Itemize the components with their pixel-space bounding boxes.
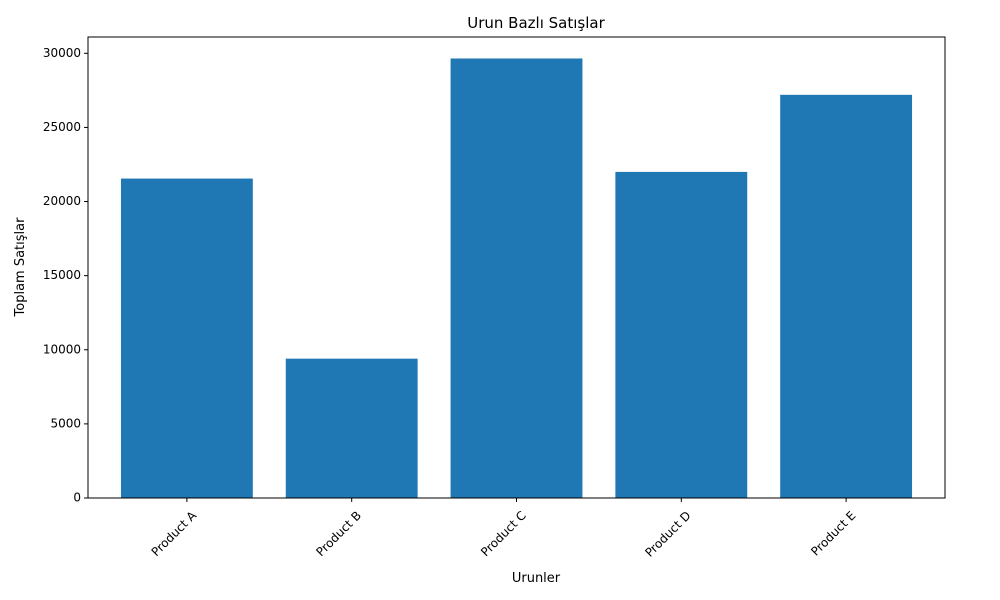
plot-frame: [87, 36, 946, 499]
bar-product-c: [450, 58, 583, 499]
bars-layer: [120, 58, 913, 499]
y-tick-label: 0: [73, 491, 81, 505]
y-tick-label: 10000: [43, 342, 81, 356]
x-tick-label: Product B: [313, 508, 364, 559]
chart-title: Urun Bazlı Satışlar: [467, 14, 605, 32]
x-axis: Product A Product B Product C Product D Prod…: [149, 498, 858, 560]
bar-product-a: [120, 178, 253, 498]
y-tick-label: 30000: [43, 46, 81, 60]
bar-product-b: [285, 358, 418, 498]
x-tick-label: Product C: [478, 508, 529, 559]
x-tick-label: Product E: [808, 508, 858, 558]
bar-product-e: [780, 94, 913, 498]
y-tick-label: 5000: [50, 416, 81, 430]
y-tick-label: 25000: [43, 120, 81, 134]
x-tick-label: Product A: [149, 508, 200, 559]
x-axis-title: Urunler: [512, 571, 561, 586]
x-tick-label: Product D: [642, 508, 693, 559]
y-axis-title: Toplam Satışlar: [13, 217, 28, 318]
y-axis: 0 5000 10000 15000 20000 25000 30000: [43, 46, 88, 505]
y-tick-label: 20000: [43, 194, 81, 208]
bar-product-d: [615, 171, 748, 498]
y-tick-label: 15000: [43, 268, 81, 282]
